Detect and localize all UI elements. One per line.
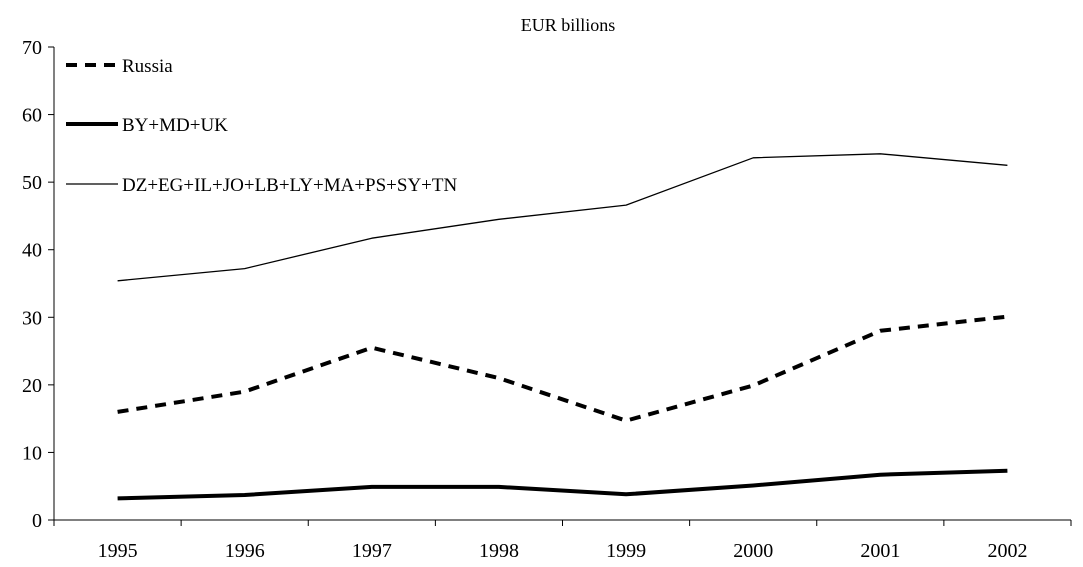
x-tick-label: 2002 — [987, 540, 1027, 562]
x-tick-label: 1997 — [352, 540, 392, 562]
x-tick-label: 1996 — [225, 540, 265, 562]
legend-label: Russia — [122, 56, 173, 77]
chart-title: EUR billions — [521, 15, 616, 35]
x-tick-label: 1998 — [479, 540, 519, 562]
series-line-0 — [117, 314, 1008, 423]
x-tick-label: 2000 — [733, 540, 773, 562]
legend: Russia BY+MD+UK DZ+EG+IL+JO+LB+LY+MA+PS+SY… — [66, 56, 457, 196]
series-layer — [117, 153, 1008, 501]
series-line-1 — [117, 468, 1008, 501]
series-line-2 — [117, 153, 1008, 282]
y-tick-label: 20 — [22, 375, 42, 397]
legend-label: BY+MD+UK — [122, 115, 228, 136]
y-tick-label: 50 — [22, 172, 42, 194]
y-tick-label: 30 — [22, 307, 42, 329]
y-tick-label: 70 — [22, 37, 42, 59]
y-tick-label: 10 — [22, 442, 42, 464]
x-tick-label: 2001 — [860, 540, 900, 562]
y-tick-label: 40 — [22, 240, 42, 262]
y-tick-label: 0 — [32, 510, 42, 532]
y-tick-label: 60 — [22, 105, 42, 127]
x-tick-label: 1995 — [98, 540, 138, 562]
x-tick-label: 1999 — [606, 540, 646, 562]
axes: 0 10 20 30 40 50 60 70 1995 1996 1997 1998 1999 2000 2… — [22, 37, 1072, 562]
legend-label: DZ+EG+IL+JO+LB+LY+MA+PS+SY+TN — [122, 175, 457, 196]
